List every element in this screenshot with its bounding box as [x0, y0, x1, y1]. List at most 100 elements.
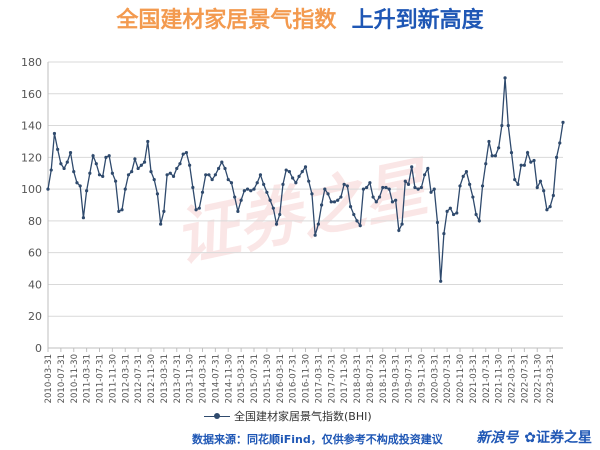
data-point: [384, 185, 388, 190]
data-point: [85, 189, 89, 193]
data-point: [448, 206, 452, 210]
data-point: [484, 162, 488, 166]
data-point: [239, 198, 243, 202]
x-tick-label: 2010-07-31: [57, 354, 67, 403]
y-tick-label: 180: [21, 56, 42, 69]
data-point: [493, 154, 498, 158]
data-point: [200, 190, 205, 194]
data-point: [62, 166, 66, 171]
data-point: [294, 181, 298, 185]
data-point: [216, 166, 221, 171]
data-point: [503, 76, 507, 80]
data-point: [136, 166, 140, 171]
data-point: [506, 123, 510, 128]
data-point: [300, 170, 304, 174]
brand-tag: 新浪号: [476, 430, 519, 446]
data-point: [416, 187, 420, 191]
x-tick-label: 2012-11-30: [147, 354, 157, 403]
x-tick-label: 2019-11-30: [417, 354, 427, 403]
x-tick-label: 2014-07-31: [211, 354, 221, 403]
data-point: [303, 165, 308, 169]
y-tick-label: 140: [21, 120, 42, 133]
data-point: [426, 166, 430, 171]
data-point: [439, 279, 443, 283]
data-point: [207, 173, 211, 177]
data-point: [252, 187, 256, 191]
data-point: [178, 162, 182, 166]
data-point: [455, 211, 459, 215]
data-point: [532, 158, 536, 163]
data-point: [403, 179, 407, 183]
data-point: [175, 166, 179, 171]
data-point: [75, 181, 79, 185]
data-point: [287, 170, 292, 174]
data-point: [197, 206, 201, 210]
data-point: [245, 187, 250, 191]
data-point: [413, 185, 417, 190]
x-tick-label: 2012-03-31: [121, 354, 131, 403]
x-tick-label: 2020-11-30: [456, 354, 466, 403]
x-tick-label: 2022-07-31: [520, 354, 530, 403]
data-point: [516, 182, 520, 186]
data-point: [242, 189, 246, 193]
x-tick-label: 2015-03-31: [237, 354, 247, 403]
x-tick-label: 2018-07-31: [366, 354, 376, 403]
x-tick-label: 2016-11-30: [302, 354, 312, 403]
y-tick-label: 0: [35, 342, 42, 355]
data-point: [149, 170, 153, 174]
data-point: [52, 131, 57, 136]
data-point: [332, 200, 337, 204]
data-point: [165, 173, 169, 177]
data-point: [101, 174, 105, 178]
data-point: [191, 185, 195, 190]
data-point: [451, 212, 456, 217]
data-point: [468, 182, 472, 186]
data-point: [435, 220, 440, 225]
data-point: [397, 228, 401, 233]
data-point: [233, 195, 237, 199]
data-point: [310, 192, 314, 196]
data-point: [445, 209, 449, 213]
data-point: [146, 139, 150, 144]
data-point: [94, 162, 98, 166]
x-tick-label: 2014-03-31: [199, 354, 209, 403]
data-point: [326, 192, 330, 196]
data-point: [558, 141, 562, 145]
x-tick-label: 2015-11-30: [263, 354, 273, 403]
x-tick-label: 2013-03-31: [160, 354, 170, 403]
data-point: [410, 165, 414, 169]
x-tick-label: 2011-07-31: [96, 354, 106, 403]
data-point: [348, 204, 353, 209]
data-point: [551, 193, 555, 198]
x-tick-label: 2022-11-30: [533, 354, 543, 403]
data-point: [255, 181, 259, 185]
source-note: 数据来源：同花顺iFind，仅供参考不构成投资建议: [192, 433, 443, 446]
data-point: [59, 162, 63, 166]
data-point: [91, 154, 95, 158]
brand-name: ✿证券之星: [524, 430, 592, 446]
brand-logo: 新浪号 ✿证券之星: [476, 427, 592, 447]
data-point: [56, 147, 60, 151]
data-point: [204, 173, 208, 177]
data-point: [46, 187, 50, 191]
data-point: [542, 189, 546, 193]
data-point: [513, 177, 517, 182]
data-point: [538, 179, 543, 183]
data-point: [162, 209, 166, 213]
data-point: [110, 171, 114, 175]
x-tick-label: 2013-07-31: [173, 354, 183, 403]
data-point: [429, 190, 433, 194]
data-point: [120, 208, 124, 212]
y-tick-label: 160: [21, 88, 42, 101]
y-tick-label: 60: [28, 247, 42, 260]
x-tick-label: 2017-07-31: [327, 354, 337, 403]
y-tick-label: 40: [28, 278, 42, 291]
data-point: [519, 163, 523, 167]
x-tick-label: 2016-03-31: [276, 354, 286, 403]
series-line: [47, 77, 564, 282]
data-point: [210, 177, 214, 182]
data-point: [329, 200, 333, 204]
data-point: [522, 163, 526, 167]
chart-title: 全国建材家居景气指数 上升到新高度: [0, 4, 600, 38]
